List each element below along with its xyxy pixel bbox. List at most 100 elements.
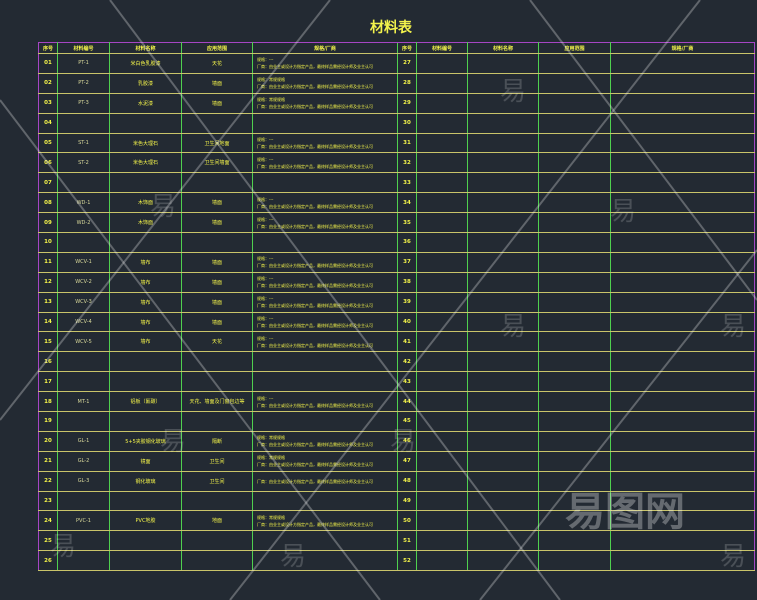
row-number: 51 [397,530,417,552]
header-code: 材料编号 [57,42,110,54]
row-number: 35 [397,212,417,234]
spec-vendor: 规格：--- 厂商：由业主或设计方指定产品，最终样品需经设计师及业主认可 [252,251,398,273]
row-number: 34 [397,192,417,214]
spec-vendor [610,112,755,134]
material-name [467,430,539,452]
spec-vendor [610,251,755,273]
table-row: 25 [38,530,398,552]
material-name [109,411,182,432]
spec-vendor [610,232,755,253]
table-row: 46 [397,430,755,452]
material-name [467,92,539,114]
material-name: 米白色乳胶漆 [109,53,182,74]
row-number: 47 [397,450,417,472]
application-area [538,331,611,353]
material-name: 墙布 [109,331,182,353]
row-number: 13 [38,291,58,313]
material-code: GL-1 [57,430,110,452]
spec-vendor [610,470,755,492]
spec-vendor [610,92,755,114]
row-number: 18 [38,391,58,413]
table-row: 38 [397,271,755,293]
application-area [538,172,611,194]
row-number: 44 [397,391,417,413]
material-code: WD-2 [57,212,110,234]
material-code [416,550,468,572]
application-area [538,530,611,552]
row-number: 26 [38,550,58,572]
row-number: 06 [38,152,58,174]
material-code [416,371,468,393]
material-code [416,172,468,194]
material-code: MT-1 [57,391,110,413]
row-number: 20 [38,430,58,452]
material-code [416,470,468,492]
spec-line: 规格：常规规格 [257,77,285,83]
application-area [538,112,611,134]
material-name [109,371,182,393]
spec-vendor: 规格：常规规格 厂商：由业主或设计方指定产品，最终样品需经设计师及业主认可 [252,72,398,94]
vendor-line: 厂商：由业主或设计方指定产品，最终样品需经设计师及业主认可 [257,402,373,408]
material-code [416,271,468,293]
row-number: 37 [397,251,417,273]
material-code: WD-1 [57,192,110,214]
table-row: 07 [38,172,398,194]
material-name [109,112,182,134]
application-area [538,271,611,293]
material-code: WCV-1 [57,251,110,273]
spec-vendor [610,371,755,393]
application-area: 天花 [181,53,253,74]
row-number: 15 [38,331,58,353]
header-code: 材料编号 [416,42,468,54]
row-number: 49 [397,490,417,512]
material-name [467,53,539,74]
table-row: 29 [397,92,755,114]
table-row: 36 [397,232,755,253]
table-row: 41 [397,331,755,353]
table-row: 17 [38,371,398,393]
row-number: 42 [397,351,417,373]
application-area [538,411,611,432]
application-area [538,450,611,472]
table-row: 18 MT-1 铝板（氟碳） 天花、墙面及门窗包边等 规格：--- 厂商：由业主或设计方指… [38,391,398,413]
table-row: 04 [38,112,398,134]
table-row: 11 WCV-1 墙布 墙面 规格：--- 厂商：由业主或设计方指定产品，最终样品需经设计… [38,251,398,273]
table-row: 48 [397,470,755,492]
material-name [467,311,539,333]
material-code: PT-1 [57,53,110,74]
material-name [467,411,539,432]
application-area [181,411,253,432]
vendor-line: 厂商：由业主或设计方指定产品，最终样品需经设计师及业主认可 [257,303,373,309]
material-code [416,490,468,512]
row-number: 04 [38,112,58,134]
spec-vendor: 规格：--- 厂商：由业主或设计方指定产品，最终样品需经设计师及业主认可 [252,291,398,313]
table-row: 30 [397,112,755,134]
application-area: 卫生间墙面 [181,152,253,174]
material-code [416,53,468,74]
row-number: 16 [38,351,58,373]
spec-vendor [252,351,398,373]
spec-vendor [610,291,755,313]
application-area: 天花、墙面及门窗包边等 [181,391,253,413]
spec-vendor [610,490,755,512]
material-code: GL-3 [57,470,110,492]
spec-vendor [610,152,755,174]
material-code [416,152,468,174]
material-code [416,331,468,353]
material-name [109,232,182,253]
application-area [538,152,611,174]
row-number: 09 [38,212,58,234]
row-number: 30 [397,112,417,134]
header-name: 材料名称 [109,42,182,54]
spec-vendor [252,232,398,253]
application-area [538,291,611,313]
table-row: 02 PT-2 乳胶漆 墙面 规格：常规规格 厂商：由业主或设计方指定产品，最终样品需经设… [38,72,398,94]
application-area: 墙面 [181,72,253,94]
table-row: 19 [38,411,398,432]
material-name [467,351,539,373]
table-row: 34 [397,192,755,214]
table-row: 31 [397,132,755,154]
material-code [57,530,110,552]
spec-line: 规格：--- [257,296,274,302]
application-area [538,430,611,452]
